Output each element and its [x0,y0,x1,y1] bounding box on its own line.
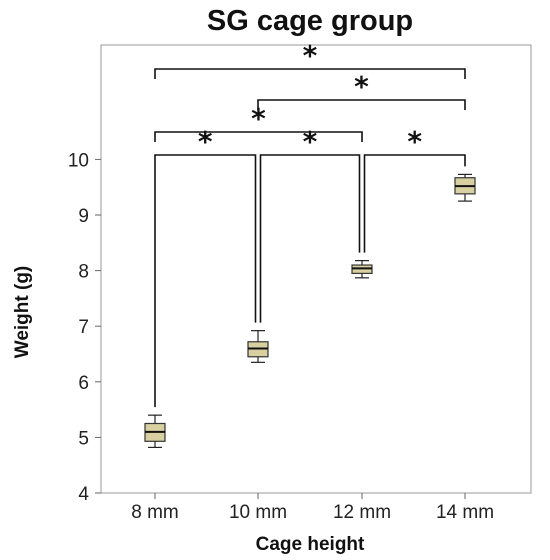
y-tick-label: 9 [78,206,89,227]
significance-bracket [257,99,466,110]
box-10-mm [247,330,269,363]
y-tick-label: 10 [68,150,89,171]
y-tick-label: 6 [78,373,89,394]
box-8-mm [144,414,166,449]
significance-bracket [259,154,361,323]
x-tick-label: 10 mm [229,502,287,523]
x-axis-title: Cage height [256,534,365,555]
significance-star: * [407,125,422,158]
y-tick-label: 5 [78,428,89,449]
chart-title: SG cage group [207,5,413,37]
x-tick-label: 14 mm [436,502,494,523]
significance-star: * [251,102,266,135]
y-axis-title: Weight (g) [12,266,33,359]
significance-star: * [354,70,369,103]
y-tick-label: 4 [78,484,89,505]
significance-star: * [303,39,318,72]
x-tick-label: 8 mm [131,502,179,523]
box-14-mm [454,173,476,202]
significance-star: * [198,125,213,158]
significance-bracket [154,131,363,142]
significance-bracket [154,68,466,79]
significance-bracket [154,154,257,408]
y-tick-label: 7 [78,317,89,338]
x-tick-label: 12 mm [333,502,391,523]
significance-star: * [303,125,318,158]
significance-bracket [363,154,466,253]
box-12-mm [351,259,373,279]
y-tick-label: 8 [78,262,89,283]
plot-frame [100,44,532,494]
